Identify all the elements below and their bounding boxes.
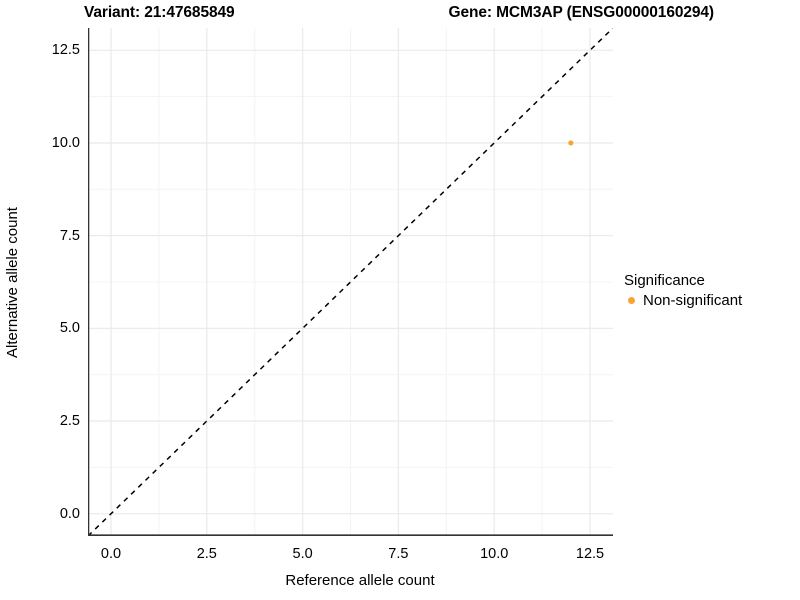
x-tick-label: 0.0	[100, 546, 122, 562]
legend-entry[interactable]: Non-significant	[624, 292, 796, 309]
plot-title-row: Variant: 21:47685849 Gene: MCM3AP (ENSG0…	[78, 2, 718, 24]
legend-entries: Non-significant	[624, 292, 796, 309]
y-tick-label: 2.5	[59, 413, 80, 430]
x-tick-label: 5.0	[292, 546, 313, 562]
x-axis-tick-labels: 0.0 2.5 5.0 7.5 10.0 12.5	[88, 546, 613, 568]
y-axis-tick-labels: 0.0 2.5 5.0 7.5 10.0 12.5	[18, 28, 80, 536]
y-tick-label: 5.0	[59, 320, 80, 337]
variant-title: Variant: 21:47685849	[84, 4, 235, 21]
gene-title: Gene: MCM3AP (ENSG00000160294)	[448, 4, 714, 21]
x-tick-label: 12.5	[575, 546, 605, 562]
data-point[interactable]	[568, 140, 574, 146]
y-tick-label: 0.0	[59, 505, 80, 522]
x-tick-label: 7.5	[388, 546, 409, 562]
y-tick-label: 10.0	[51, 134, 80, 151]
y-tick-label: 7.5	[59, 227, 80, 244]
legend: Significance Non-significant	[624, 272, 796, 309]
legend-color-swatch	[627, 297, 635, 304]
legend-entry-label: Non-significant	[643, 292, 743, 309]
legend-point-icon	[624, 294, 638, 308]
plot-canvas	[88, 28, 613, 536]
legend-title: Significance	[624, 272, 705, 289]
x-tick-label: 2.5	[196, 546, 217, 562]
y-tick-label: 12.5	[51, 42, 80, 59]
reference-diagonal-line	[88, 28, 613, 536]
x-tick-label: 10.0	[480, 546, 509, 562]
plot-panel	[88, 28, 613, 536]
x-axis-title: Reference allele count	[285, 572, 435, 589]
